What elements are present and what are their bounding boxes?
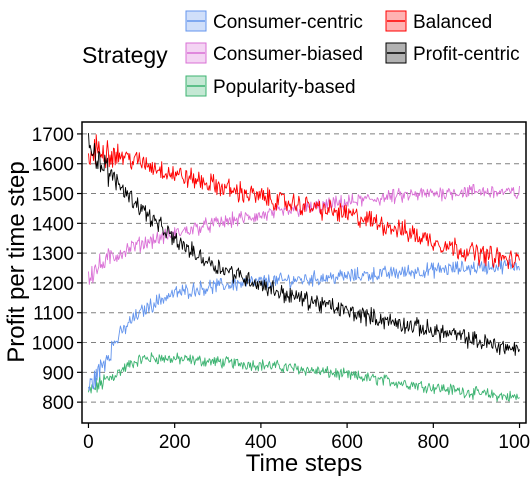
legend: Strategy Consumer-centric Balanced Consume… [82,10,520,98]
legend-title: Strategy [82,42,168,68]
y-tick-label: 1600 [32,155,74,176]
series-line-popularity-based [88,352,520,402]
y-tick-label: 1100 [33,304,74,325]
x-tick-label: 800 [417,432,449,453]
y-gridlines [82,133,526,403]
y-tick-label: 900 [42,363,74,384]
y-axis-label: Profit per time step [3,161,30,362]
series-line-profit-centric [88,133,520,356]
series-line-balanced [88,134,520,270]
x-tick-label: 400 [245,432,277,453]
y-tick-label: 800 [42,393,74,414]
series-layer [88,133,520,402]
y-tick-label: 1000 [32,334,74,355]
plot-panel-border [81,121,527,424]
x-axis-label: Time steps [246,450,362,477]
series-line-consumer-centric [88,258,520,391]
y-tick-label: 1500 [32,185,74,206]
legend-label-balanced: Balanced [413,12,492,33]
x-tick-label: 600 [331,432,363,453]
series-line-consumer-biased [88,183,520,285]
y-tick-label: 1400 [32,214,74,235]
x-tick-label: 200 [159,432,191,453]
legend-label-consumer-centric: Consumer-centric [213,12,363,33]
y-tick-label: 1700 [32,125,74,146]
legend-label-popularity-based: Popularity-based [213,77,356,98]
legend-label-consumer-biased: Consumer-biased [213,44,363,65]
y-tick-label: 1200 [32,274,74,295]
x-tick-label: 1000 [498,432,530,453]
legend-label-profit-centric: Profit-centric [413,44,520,65]
axes: 800 900 1000 1100 1200 1300 1400 1500 1600 1700 0 2… [32,125,530,453]
y-tick-label: 1300 [32,244,74,265]
x-tick-label: 0 [83,432,94,453]
